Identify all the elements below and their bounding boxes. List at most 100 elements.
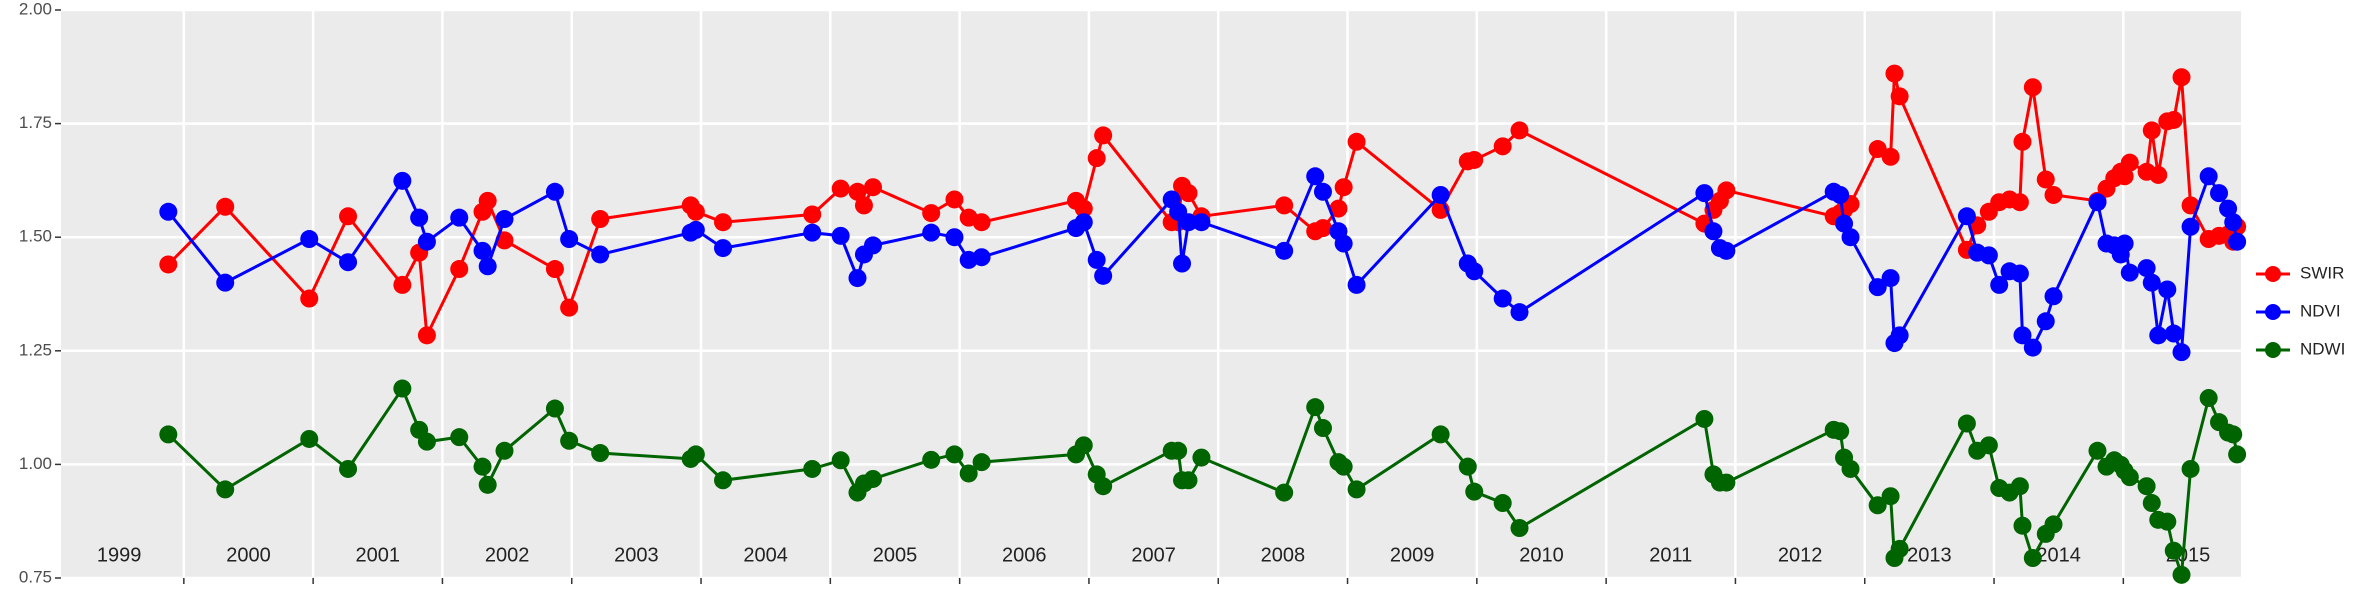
year-label: 2012 [1778,544,1823,566]
data-point [1347,480,1366,499]
data-point [2164,324,2183,343]
year-label: 2007 [1131,544,1176,566]
data-point [1990,275,2009,294]
data-point [2120,153,2139,172]
data-point [714,471,733,490]
data-point [831,179,850,198]
year-label: 2006 [1002,544,1047,566]
data-point [1347,132,1366,151]
data-point [2023,338,2042,357]
data-point [1717,473,1736,492]
data-point [2210,184,2229,203]
y-tick-label: 1.75 [19,113,52,132]
data-point [1347,275,1366,294]
data-point [2219,199,2238,218]
data-point [1334,178,1353,197]
data-point [1094,477,1113,496]
data-point [714,239,733,258]
data-point [1890,326,1909,345]
data-point [495,210,514,229]
year-label: 2010 [1519,544,1564,566]
data-point [1885,64,1904,83]
data-point [300,289,319,308]
data-point [686,220,705,239]
year-label: 2005 [873,544,918,566]
data-point [2115,167,2134,186]
data-point [473,457,492,476]
data-point [591,245,610,264]
data-point [1493,289,1512,308]
data-point [2149,326,2168,345]
data-point [560,230,579,249]
data-point [417,432,436,451]
data-point [1717,181,1736,200]
data-point [1275,483,1294,502]
y-tick-label: 1.25 [19,340,52,359]
data-point [1695,409,1714,428]
legend-label: SWIR [2300,263,2344,282]
data-point [1465,262,1484,281]
data-point [2164,110,2183,129]
data-point [1087,149,1106,168]
data-point [945,445,964,464]
data-point [2036,312,2055,331]
data-point [2023,78,2042,97]
data-point [545,399,564,418]
data-point [1192,213,1211,232]
data-point [1957,414,1976,433]
data-point [922,450,941,469]
data-point [1510,121,1529,140]
data-point [1841,459,1860,478]
data-point [1192,448,1211,467]
data-point [2023,549,2042,568]
data-point [1431,185,1450,204]
data-point [339,207,358,226]
data-point [2013,326,2032,345]
data-point [2120,468,2139,487]
data-point [848,182,867,201]
data-point [2013,516,2032,535]
data-point [1334,457,1353,476]
data-point [410,208,429,227]
y-tick-label: 0.75 [19,567,52,586]
data-point [922,223,941,242]
data-point [2172,343,2191,362]
data-point [2044,185,2063,204]
data-point [1173,254,1192,273]
data-point [1493,137,1512,156]
data-point [1835,214,1854,233]
data-point [1169,441,1188,460]
data-point [1306,398,1325,417]
data-point [2181,459,2200,478]
data-point [1465,482,1484,501]
data-point [1868,140,1887,159]
data-point [1868,278,1887,297]
year-label: 2014 [2036,544,2081,566]
data-point [2010,193,2029,212]
data-point [591,210,610,229]
data-point [1881,487,1900,506]
legend-marker [2265,342,2281,358]
data-point [545,182,564,201]
data-point [159,202,178,221]
data-point [2199,389,2218,408]
data-point [2228,232,2247,251]
data-point [2181,217,2200,236]
data-point [1868,496,1887,515]
year-label: 2004 [743,544,788,566]
data-point [450,208,469,227]
data-point [831,226,850,245]
data-point [300,230,319,249]
data-point [2142,494,2161,513]
data-point [1510,519,1529,538]
data-point [1074,436,1093,455]
data-point [1275,196,1294,215]
data-point [2013,132,2032,151]
data-point [945,228,964,247]
data-point [972,213,991,232]
legend-label: NDWI [2300,339,2345,358]
data-point [2142,121,2161,140]
year-label: 2011 [1649,544,1692,566]
data-point [1493,494,1512,513]
